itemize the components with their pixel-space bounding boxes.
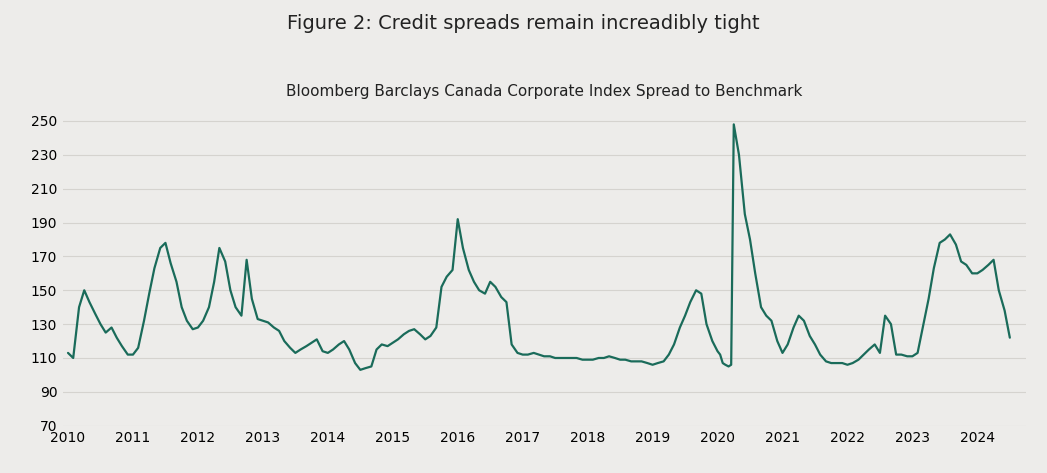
Text: Figure 2: Credit spreads remain increadibly tight: Figure 2: Credit spreads remain increadi… <box>287 14 760 33</box>
Title: Bloomberg Barclays Canada Corporate Index Spread to Benchmark: Bloomberg Barclays Canada Corporate Inde… <box>286 84 803 99</box>
